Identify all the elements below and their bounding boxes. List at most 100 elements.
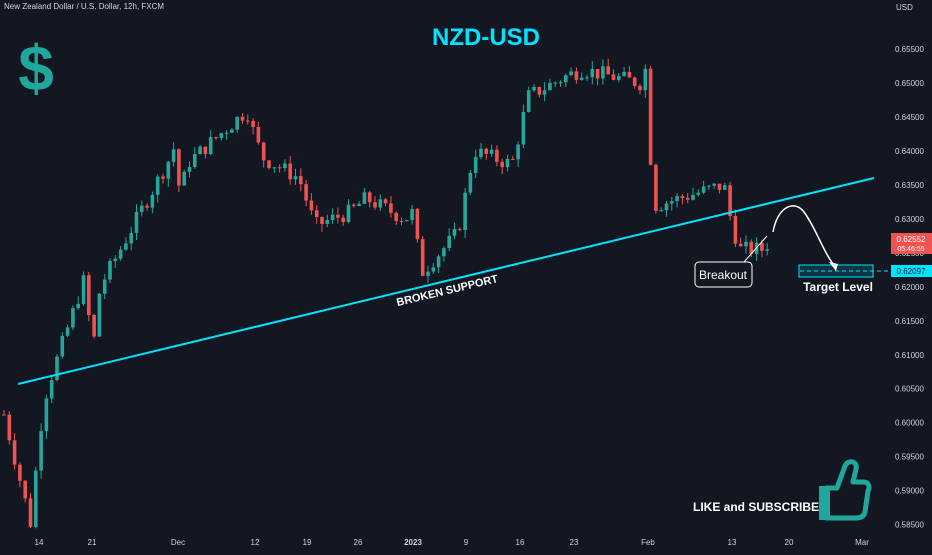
target-price-value: 0.62097 <box>897 267 926 276</box>
time-axis[interactable]: 14 21 Dec 12 19 26 2023 9 16 23 Feb 13 20 Mar <box>35 538 870 547</box>
projection-arrow <box>772 205 837 269</box>
candle-body <box>436 256 441 268</box>
candle-body <box>611 74 616 80</box>
candle-body <box>537 87 542 95</box>
candle-body <box>399 221 404 223</box>
candle-body <box>235 116 239 130</box>
candle-body <box>431 267 436 272</box>
candle-body <box>256 126 261 143</box>
candle-body <box>394 212 398 222</box>
candle-body <box>97 293 102 337</box>
y-tick-label: 0.65000 <box>895 79 924 88</box>
candle-body <box>442 248 446 257</box>
projection-arrowhead <box>829 262 838 271</box>
candle-body <box>489 149 494 154</box>
candle-body <box>108 260 112 280</box>
price-axis[interactable]: 0.65500 0.65000 0.64500 0.64000 0.63500 0.630… <box>895 45 924 530</box>
y-tick-label: 0.62000 <box>895 283 924 292</box>
candle-body <box>643 68 648 91</box>
candle-body <box>564 75 568 83</box>
y-tick-label: 0.64000 <box>895 147 924 156</box>
y-tick-label: 0.64500 <box>895 113 924 122</box>
candle-body <box>240 116 245 121</box>
candle-body <box>664 203 669 211</box>
broken-support-label: BROKEN SUPPORT <box>395 273 499 309</box>
candle-body <box>230 129 234 133</box>
candle-body <box>617 75 621 80</box>
candle-body <box>336 214 340 218</box>
candle-body <box>330 214 335 220</box>
candle-body <box>134 211 139 234</box>
candle-body <box>511 158 515 160</box>
y-tick-label: 0.58500 <box>895 521 924 530</box>
candle-body <box>92 315 96 337</box>
candle-body <box>208 137 213 155</box>
y-tick-label: 0.61500 <box>895 317 924 326</box>
candle-body <box>585 77 589 79</box>
candlestick-series <box>2 58 769 529</box>
dollar-sign-icon: $ <box>18 32 54 104</box>
candle-body <box>177 149 181 186</box>
x-tick-label: Mar <box>855 538 869 547</box>
candle-body <box>367 192 372 203</box>
candle-body <box>749 241 754 254</box>
candle-body <box>548 82 552 91</box>
candle-body <box>765 249 769 251</box>
x-tick-label: 21 <box>88 538 97 547</box>
candle-body <box>632 77 637 86</box>
candle-body <box>728 185 732 217</box>
candle-body <box>155 176 160 195</box>
candle-body <box>7 414 12 441</box>
candle-body <box>505 158 510 168</box>
candle-body <box>659 210 663 212</box>
candle-body <box>60 335 65 357</box>
candle-body <box>420 239 425 276</box>
y-tick-label: 0.63000 <box>895 215 924 224</box>
breakout-label: Breakout <box>699 268 748 282</box>
x-tick-label: 2023 <box>404 538 422 547</box>
candle-body <box>267 160 271 168</box>
candle-body <box>299 176 303 185</box>
currency-label: USD <box>896 3 913 12</box>
candle-body <box>389 203 393 213</box>
chart-headline: NZD-USD <box>432 24 540 51</box>
candle-body <box>696 192 701 195</box>
candle-body <box>283 163 287 169</box>
candle-body <box>124 243 128 250</box>
y-tick-label: 0.61000 <box>895 351 924 360</box>
candle-body <box>102 279 107 294</box>
candle-body <box>670 201 674 204</box>
candle-body <box>304 184 308 201</box>
candle-body <box>293 176 298 180</box>
candle-body <box>701 186 706 193</box>
current-price-tag: 0.62552 05:46:55 <box>891 233 932 254</box>
candle-body <box>463 192 467 231</box>
candle-body <box>495 149 499 162</box>
candle-body <box>261 142 266 161</box>
x-tick-label: 23 <box>570 538 579 547</box>
candle-body <box>55 356 59 380</box>
candle-body <box>723 185 727 190</box>
x-tick-label: 14 <box>35 538 44 547</box>
candle-body <box>569 71 573 76</box>
candle-body <box>648 68 653 165</box>
candle-body <box>627 71 632 78</box>
candle-body <box>277 167 282 169</box>
candle-body <box>224 132 229 134</box>
y-tick-label: 0.59000 <box>895 487 924 496</box>
candle-body <box>452 229 457 236</box>
candle-body <box>574 71 579 80</box>
candle-body <box>622 71 626 76</box>
y-tick-label: 0.60500 <box>895 385 924 394</box>
candle-body <box>484 148 489 154</box>
candle-body <box>675 196 679 202</box>
candle-body <box>346 204 351 223</box>
support-trendline[interactable] <box>17 177 875 385</box>
candle-body <box>654 164 658 211</box>
candle-body <box>341 217 345 223</box>
breakout-pointer <box>743 235 768 263</box>
candle-body <box>558 82 563 84</box>
candle-body <box>378 199 383 208</box>
candle-body <box>113 258 118 261</box>
